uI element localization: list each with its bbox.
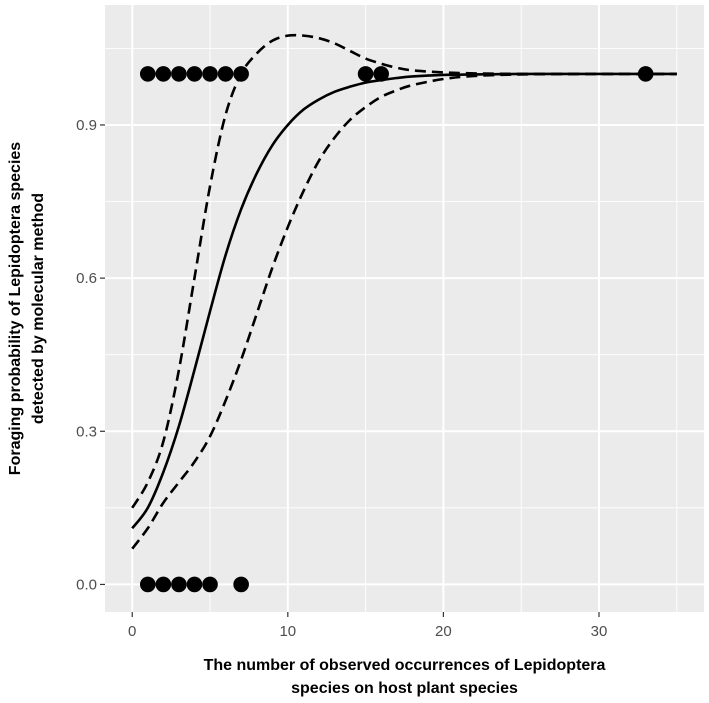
x-tick-labels: 0 10 20 30 [128, 623, 607, 640]
data-points [139, 66, 654, 593]
y-tick-label: 0.3 [76, 423, 97, 440]
axis-ticks [100, 124, 600, 617]
y-tick-label: 0.9 [76, 117, 97, 134]
x-tick-label: 20 [435, 623, 452, 640]
data-point [357, 66, 374, 82]
x-axis-title-line-2: species on host plant species [291, 680, 518, 697]
y-axis-title-line-1: Foraging probability of Lepidoptera spec… [7, 142, 24, 475]
data-point [171, 66, 187, 82]
x-tick-label: 10 [279, 623, 296, 640]
data-point [155, 576, 172, 593]
data-point [139, 66, 156, 82]
major-gridlines [105, 5, 704, 612]
y-axis-title-line-2: detected by molecular method [30, 193, 47, 424]
data-point [155, 66, 172, 82]
data-point [202, 576, 218, 593]
minor-gridlines [105, 5, 704, 612]
series-layer [131, 33, 677, 550]
lower-confidence-band [131, 72, 677, 550]
plot-panel [105, 5, 704, 612]
y-tick-label: 0.0 [76, 576, 97, 593]
data-point [186, 576, 203, 593]
upper-confidence-band [131, 33, 677, 509]
data-point [217, 66, 234, 82]
y-tick-label: 0.6 [76, 270, 97, 287]
fitted-curve [131, 72, 677, 530]
y-tick-labels: 0.0 0.3 0.6 0.9 [76, 117, 97, 593]
x-tick-label: 0 [128, 623, 136, 640]
data-point [171, 576, 187, 593]
x-tick-label: 30 [591, 623, 608, 640]
data-point [202, 66, 218, 82]
data-point [139, 576, 156, 593]
data-point [373, 66, 389, 82]
data-point [186, 66, 203, 82]
data-point [233, 576, 249, 593]
data-point [233, 66, 249, 82]
data-point [637, 66, 654, 82]
x-axis-title-line-1: The number of observed occurrences of Le… [204, 657, 606, 674]
